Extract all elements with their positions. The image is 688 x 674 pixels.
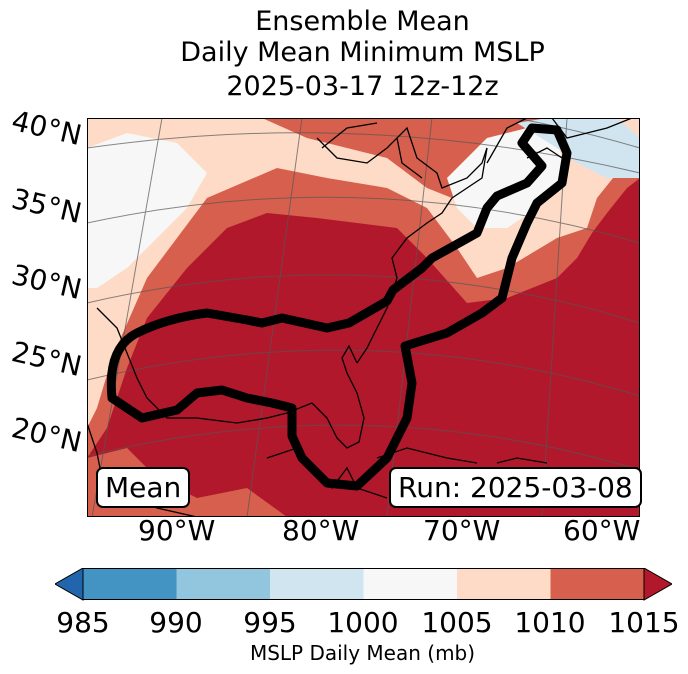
- lon-label-80w: 80°W: [282, 514, 360, 547]
- colorbar-tick-990: 990: [149, 606, 203, 639]
- pressure-fill-1000-1005: [87, 133, 207, 288]
- colorbar-seg-985-990: [83, 568, 177, 600]
- colorbar-seg-1000-1005: [363, 568, 457, 600]
- lat-label-25: 25°N: [8, 335, 85, 384]
- colorbar-extend-low: [55, 568, 84, 601]
- colorbar-tick-1005: 1005: [421, 606, 493, 639]
- run-label: Run: 2025-03-08: [389, 467, 642, 508]
- lon-label-70w: 70°W: [423, 514, 501, 547]
- lat-label-30: 30°N: [8, 258, 85, 307]
- colorbar-tick-995: 995: [243, 606, 297, 639]
- colorbar-seg-990-995: [176, 568, 270, 600]
- title-line-2: Daily Mean Minimum MSLP: [180, 37, 545, 68]
- lon-label-60w: 60°W: [563, 514, 641, 547]
- lat-label-20: 20°N: [8, 411, 85, 460]
- colorbar-tick-985: 985: [56, 606, 110, 639]
- mean-label: Mean: [96, 467, 191, 508]
- colorbar-extend-high: [643, 568, 672, 601]
- colorbar-seg-1005-1010: [457, 568, 551, 600]
- title-line-3: 2025-03-17 12z-12z: [226, 71, 499, 102]
- map-plot: [87, 118, 640, 517]
- colorbar-tick-1010: 1010: [514, 606, 586, 639]
- colorbar-tick-1000: 1000: [327, 606, 399, 639]
- colorbar-seg-1010-1015: [550, 568, 644, 600]
- colorbar-title: MSLP Daily Mean (mb): [249, 641, 476, 665]
- lat-label-35: 35°N: [8, 182, 85, 231]
- title-line-1: Ensemble Mean: [255, 6, 470, 37]
- colorbar-seg-995-1000: [270, 568, 364, 600]
- colorbar-tick-1015: 1015: [608, 606, 680, 639]
- ensemble-contour: [106, 123, 572, 491]
- colorbar: [55, 568, 672, 601]
- lat-label-40: 40°N: [8, 104, 85, 153]
- lon-label-90w: 90°W: [138, 514, 216, 547]
